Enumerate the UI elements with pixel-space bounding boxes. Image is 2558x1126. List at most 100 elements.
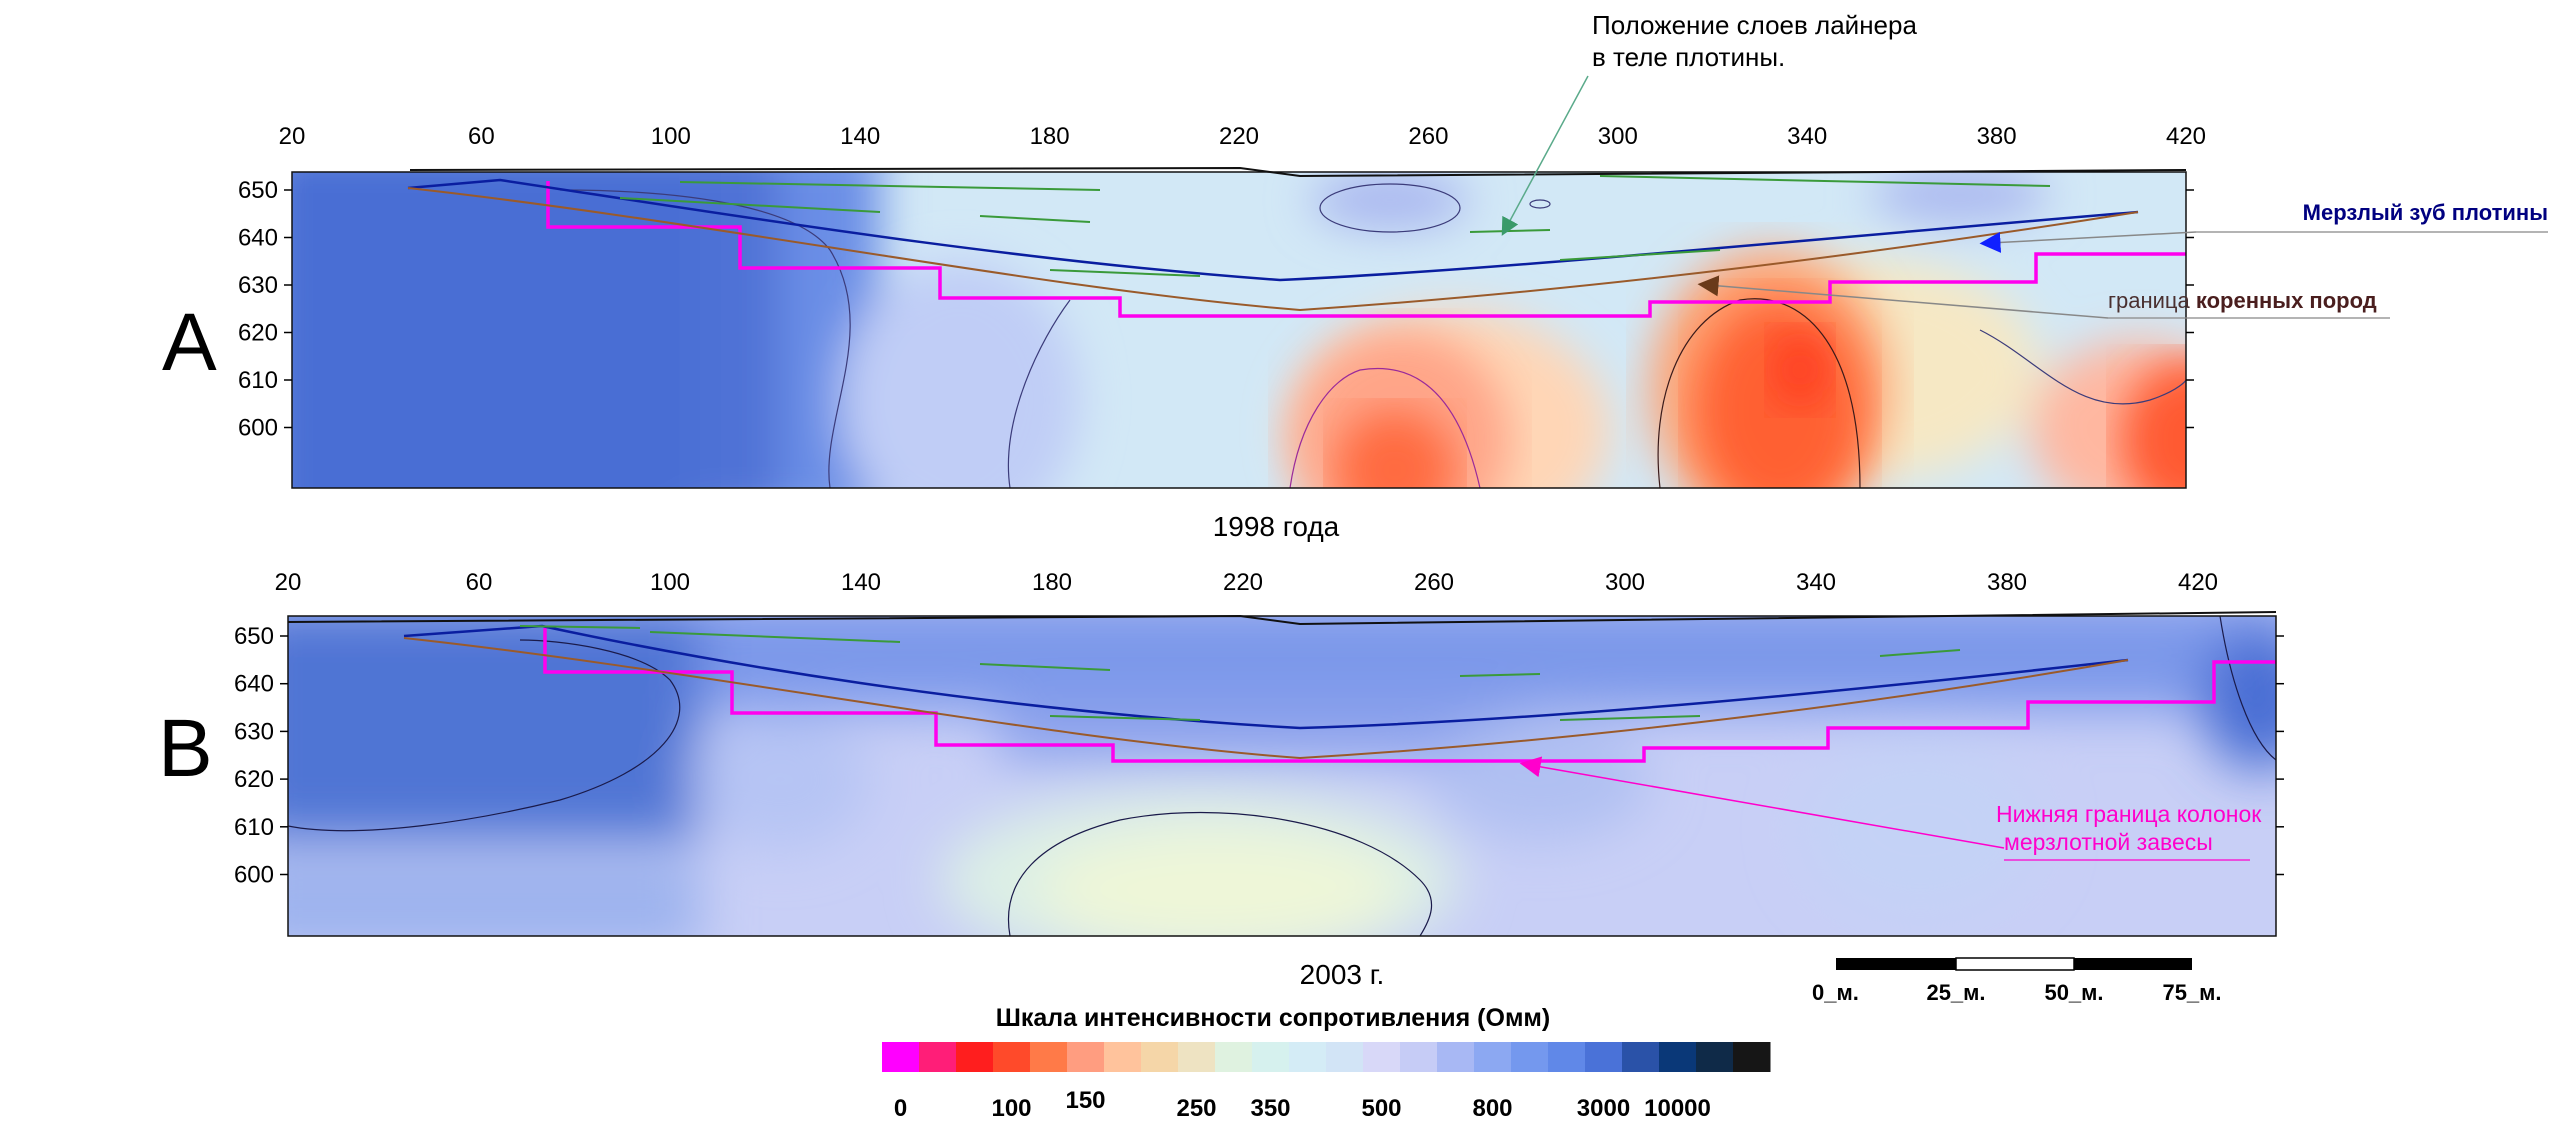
curtain-pointer xyxy=(1519,756,2005,849)
x-tick-label: 340 xyxy=(1796,569,1836,596)
y-tick-label: 630 xyxy=(234,718,274,745)
color-scale-tick-label: 0 xyxy=(894,1095,907,1122)
color-scale-swatch xyxy=(1548,1042,1586,1072)
x-tick-label: 180 xyxy=(1032,569,1072,596)
x-tick-label: 60 xyxy=(466,569,493,596)
color-scale-swatch xyxy=(1511,1042,1549,1072)
panel-a-curtain-boundary xyxy=(546,181,2186,318)
frozen-core-label: Мерзлый зуб плотины xyxy=(2303,200,2548,225)
color-scale-swatch xyxy=(1326,1042,1364,1072)
scale-bar-label: 25_м. xyxy=(1926,980,1985,1005)
color-scale-swatch xyxy=(1659,1042,1697,1072)
color-scale-tick-label: 3000 xyxy=(1577,1095,1630,1122)
y-tick-label: 630 xyxy=(238,272,278,299)
x-tick-label: 100 xyxy=(651,123,691,150)
panel-a: 20 60 100 140 180 220 260 300 340 380 420 650 640 63… xyxy=(162,123,2206,542)
curtain-label-line2: мерзлотной завесы xyxy=(2004,829,2213,855)
panel-b-bedrock-line xyxy=(403,637,2129,760)
panel-b-x-axis: 20 60 100 140 180 220 260 300 340 380 420 xyxy=(275,569,2218,596)
x-tick-label: 60 xyxy=(468,123,495,150)
x-tick-label: 220 xyxy=(1219,123,1259,150)
x-tick-label: 140 xyxy=(840,123,880,150)
scale-bar-label: 50_м. xyxy=(2044,980,2103,1005)
panel-b-contours xyxy=(288,616,2276,936)
x-tick-label: 420 xyxy=(2178,569,2218,596)
color-scale-tick-label: 350 xyxy=(1250,1095,1290,1122)
x-tick-label: 380 xyxy=(1977,123,2017,150)
panel-b-caption: 2003 г. xyxy=(1300,959,1385,990)
color-scale-swatch xyxy=(1400,1042,1438,1072)
panel-a-caption: 1998 года xyxy=(1213,511,1340,542)
bedrock-label-prefix: граница xyxy=(2108,288,2196,313)
panel-b: 20 60 100 140 180 220 260 300 340 380 420 650 640 63… xyxy=(158,569,2284,990)
color-scale-swatch xyxy=(1437,1042,1475,1072)
color-scale-swatch xyxy=(1178,1042,1216,1072)
y-tick-label: 610 xyxy=(238,367,278,394)
panel-b-frame xyxy=(287,615,2277,937)
panel-a-contours xyxy=(559,183,2186,488)
color-scale-swatch xyxy=(1585,1042,1623,1072)
color-scale-swatch xyxy=(919,1042,957,1072)
x-tick-label: 260 xyxy=(1414,569,1454,596)
scale-bar-label: 0_м. xyxy=(1812,980,1859,1005)
x-tick-label: 100 xyxy=(650,569,690,596)
liner-layers-pointer xyxy=(1501,75,1589,236)
color-scale-swatch xyxy=(1622,1042,1660,1072)
panel-a-bedrock-line xyxy=(407,187,2139,312)
color-scale-title: Шкала интенсивности сопротивления (Омм) xyxy=(996,1004,1551,1032)
y-tick-label: 650 xyxy=(238,177,278,204)
x-tick-label: 20 xyxy=(279,123,306,150)
annotations: Положение слоев лайнера в теле плотины. … xyxy=(1501,10,2548,861)
liner-layers-label-line2: в теле плотины. xyxy=(1592,42,1785,72)
bedrock-pointer xyxy=(1697,275,2109,319)
x-tick-label: 140 xyxy=(841,569,881,596)
panel-a-heatmap xyxy=(292,172,2186,488)
x-tick-label: 260 xyxy=(1408,123,1448,150)
liner-layers-label-line1: Положение слоев лайнера xyxy=(1592,10,1917,40)
color-scale-tick-label: 500 xyxy=(1361,1095,1401,1122)
y-tick-label: 600 xyxy=(238,415,278,442)
frozen-core-pointer xyxy=(1979,231,2197,253)
y-tick-label: 650 xyxy=(234,623,274,650)
panel-a-frozen-core-line xyxy=(407,178,2139,282)
scale-bar-label: 75_м. xyxy=(2162,980,2221,1005)
color-scale-swatch xyxy=(1289,1042,1327,1072)
x-tick-label: 300 xyxy=(1605,569,1645,596)
color-scale: Шкала интенсивности сопротивления (Омм) … xyxy=(882,1004,1771,1122)
y-tick-label: 600 xyxy=(234,862,274,889)
color-scale-swatch xyxy=(1252,1042,1290,1072)
color-scale-tick-label: 150 xyxy=(1065,1087,1105,1114)
y-tick-label: 610 xyxy=(234,814,274,841)
x-tick-label: 20 xyxy=(275,569,302,596)
panel-a-x-axis: 20 60 100 140 180 220 260 300 340 380 420 xyxy=(279,123,2206,150)
distance-scale-bar: 0_м. 25_м. 50_м. 75_м. xyxy=(1812,957,2222,1005)
color-scale-swatch xyxy=(993,1042,1031,1072)
color-scale-swatch xyxy=(1696,1042,1734,1072)
panel-b-letter: B xyxy=(158,703,213,794)
color-scale-swatch xyxy=(1067,1042,1105,1072)
y-tick-label: 620 xyxy=(238,320,278,347)
x-tick-label: 420 xyxy=(2166,123,2206,150)
panel-b-liner-layers xyxy=(519,625,1961,721)
color-scale-tick-label: 100 xyxy=(991,1095,1031,1122)
panel-b-heatmap xyxy=(288,616,2276,936)
bedrock-label-bold: коренных пород xyxy=(2196,288,2377,313)
color-scale-swatch xyxy=(1104,1042,1142,1072)
color-scale-swatch xyxy=(1363,1042,1401,1072)
color-scale-swatch xyxy=(1733,1042,1771,1072)
color-scale-swatch xyxy=(956,1042,994,1072)
panel-a-y-axis: 650 640 630 620 610 600 xyxy=(238,177,2194,442)
x-tick-label: 180 xyxy=(1030,123,1070,150)
color-scale-swatch xyxy=(1141,1042,1179,1072)
color-scale-tick-label: 10000 xyxy=(1644,1095,1711,1122)
panel-b-frozen-core-line xyxy=(403,624,2129,730)
x-tick-label: 300 xyxy=(1598,123,1638,150)
y-tick-label: 640 xyxy=(238,225,278,252)
panel-a-frame xyxy=(291,171,2187,489)
panel-a-liner-layers xyxy=(619,175,2051,277)
curtain-label-line1: Нижняя граница колонок xyxy=(1996,801,2262,827)
color-scale-swatch xyxy=(882,1042,920,1072)
x-tick-label: 340 xyxy=(1787,123,1827,150)
color-scale-tick-label: 250 xyxy=(1176,1095,1216,1122)
